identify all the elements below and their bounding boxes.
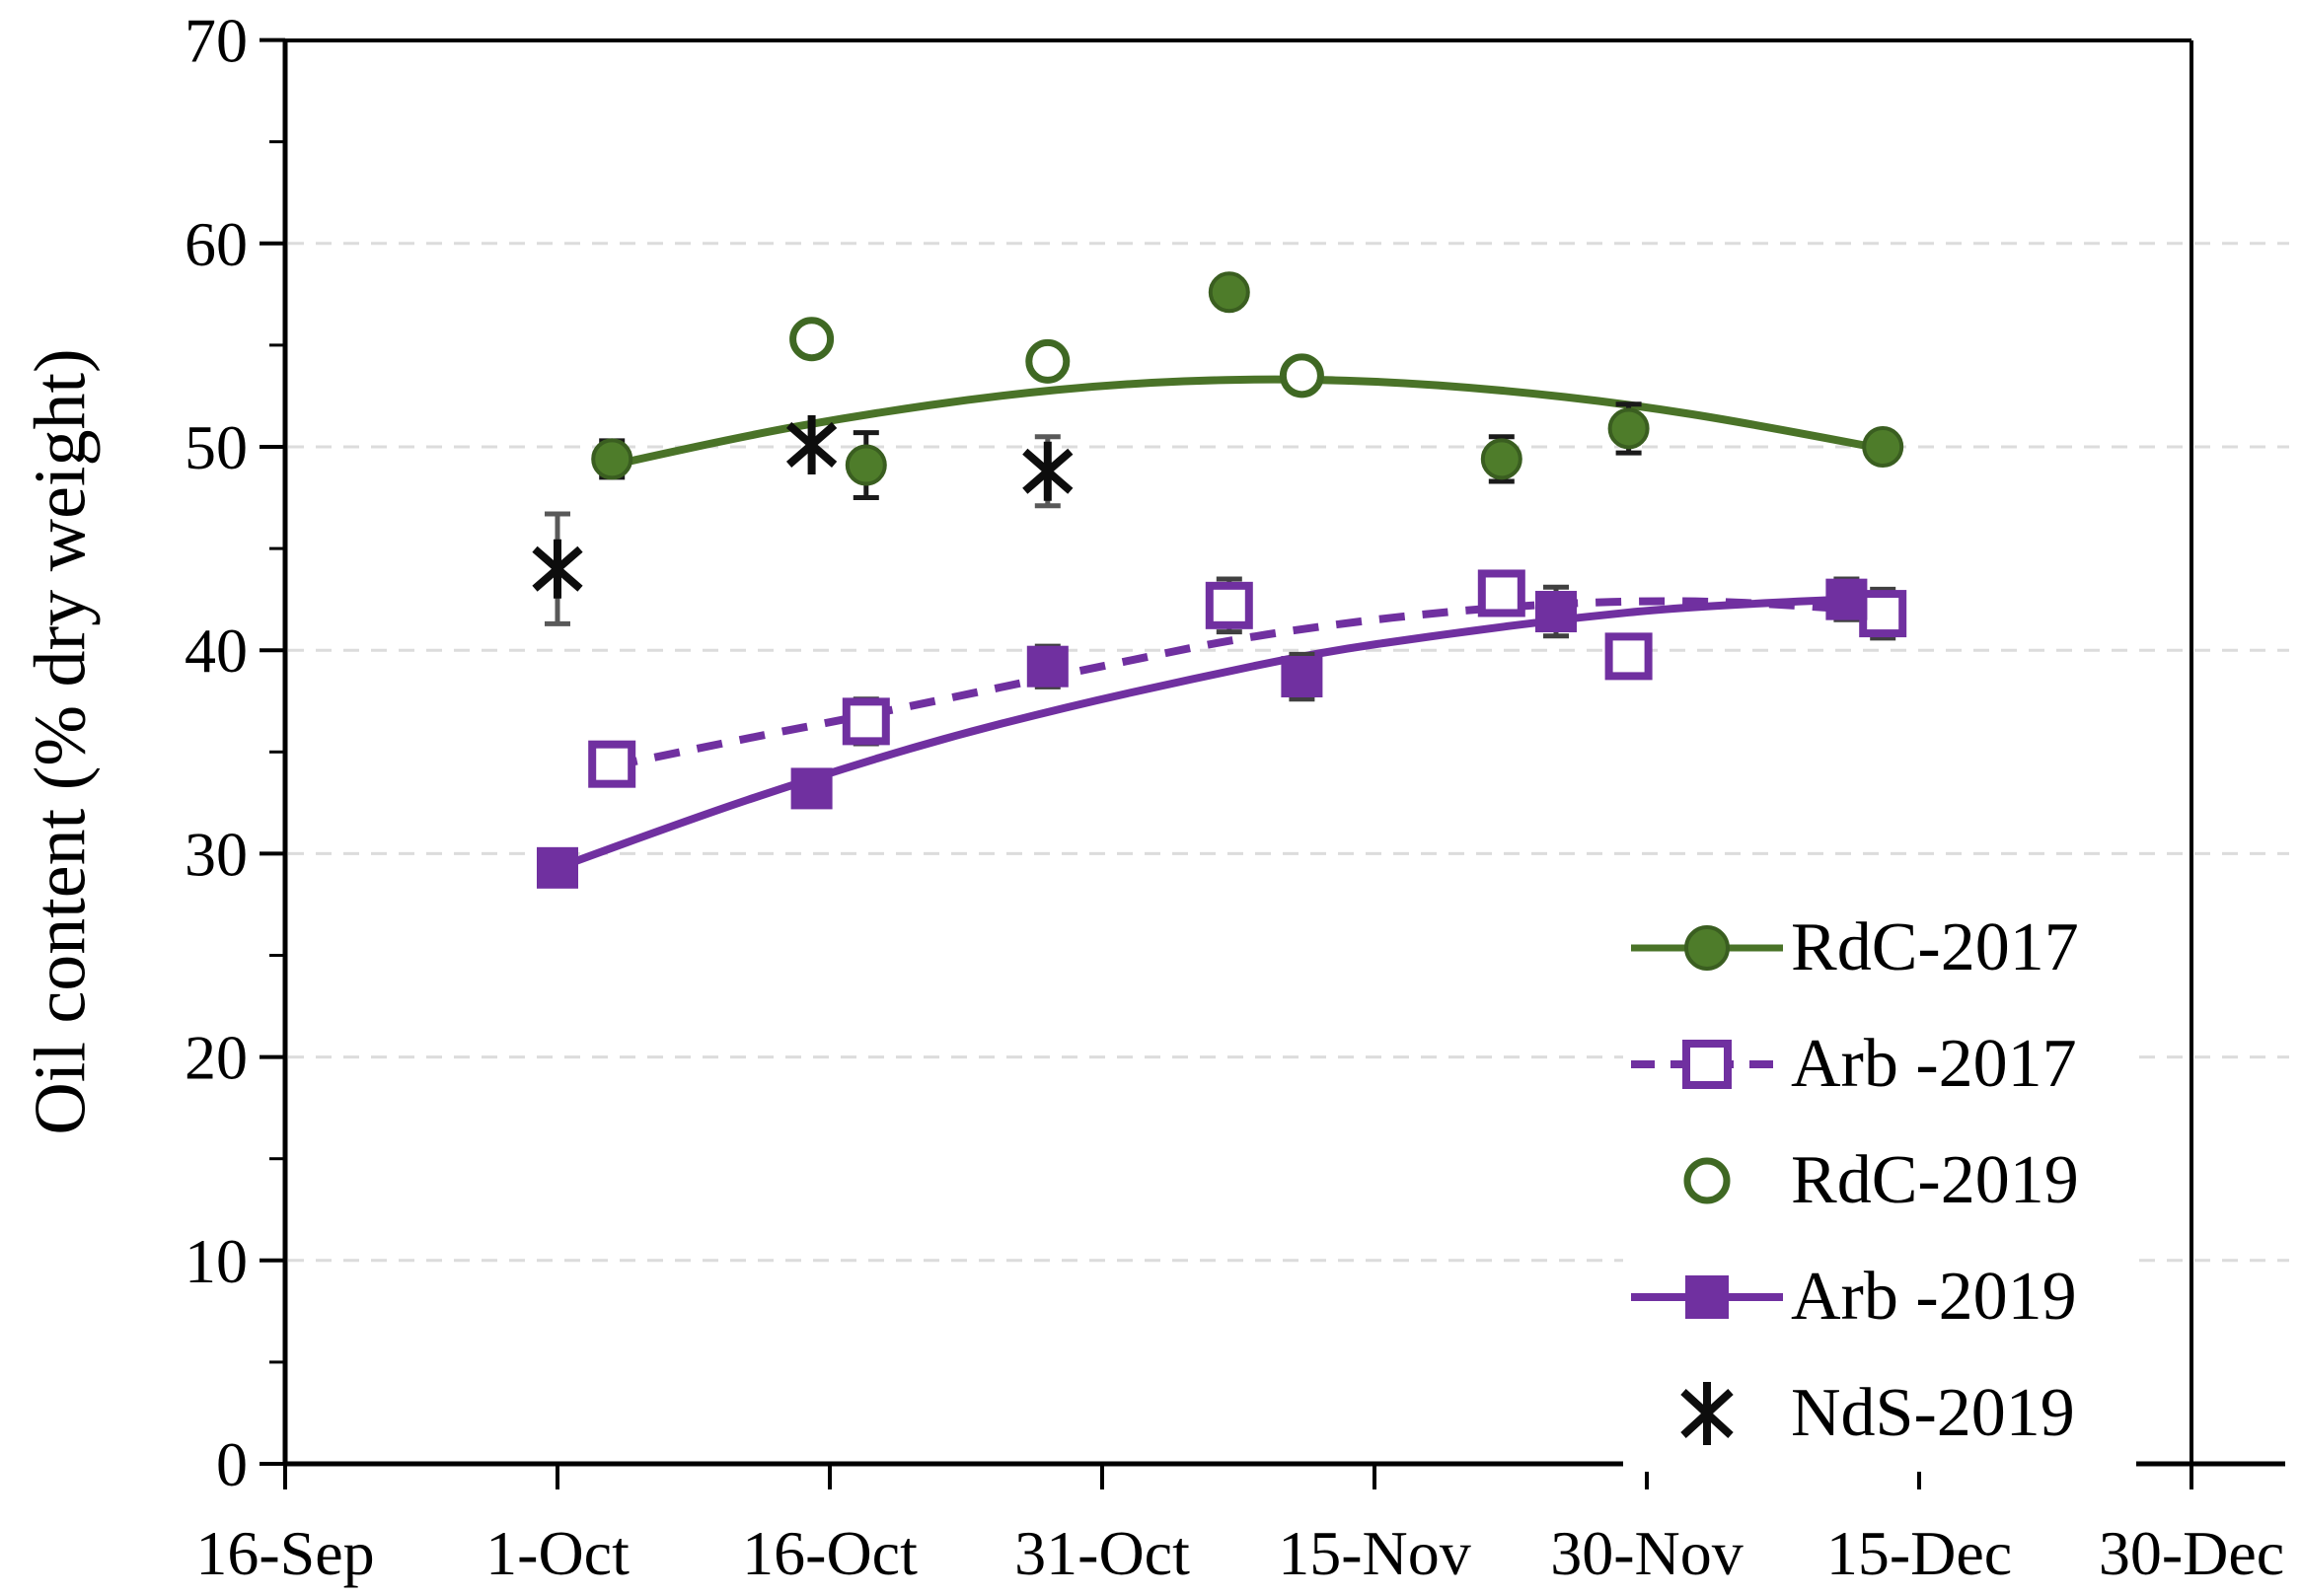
data-point-marker	[1859, 590, 1907, 638]
legend-label: Arb -2019	[1791, 1259, 2077, 1335]
data-point-marker	[785, 421, 838, 468]
series-Arb-2017	[588, 569, 1907, 788]
legend-label: Arb -2017	[1791, 1026, 2077, 1102]
data-point-marker	[1535, 591, 1577, 633]
data-point-marker	[1604, 632, 1653, 681]
legend-label: NdS-2019	[1791, 1375, 2075, 1451]
data-point-marker	[1022, 448, 1074, 494]
x-tick-label: 16-Sep	[195, 1518, 374, 1588]
data-point-marker	[1477, 569, 1525, 617]
filled-square-line-icon	[1631, 1275, 1783, 1319]
y-tick-label: 70	[185, 6, 248, 76]
y-tick-label: 20	[185, 1023, 248, 1093]
data-point-marker	[1026, 645, 1069, 688]
legend-item-nds-2019: NdS-2019	[1623, 1355, 2136, 1472]
x-tick-label: 30-Dec	[2099, 1518, 2284, 1588]
data-point-marker	[537, 846, 578, 889]
x-tick-label: 15-Nov	[1278, 1518, 1471, 1588]
open-square-dash-icon	[1631, 1040, 1783, 1089]
legend-label: RdC-2019	[1791, 1142, 2079, 1218]
data-point-marker	[1205, 581, 1253, 629]
legend-item-rdc-2017: RdC-2017	[1623, 890, 2136, 1006]
data-point-marker	[1825, 578, 1868, 620]
y-tick-label: 10	[185, 1226, 248, 1296]
x-tick-label: 31-Oct	[1014, 1518, 1190, 1588]
y-tick-label: 0	[216, 1429, 248, 1499]
trend-line	[611, 375, 1884, 470]
y-tick-label: 40	[185, 616, 248, 686]
data-point-marker	[842, 697, 890, 746]
data-point-marker	[790, 767, 833, 810]
y-axis-title: Oil content (% dry weight)	[20, 348, 102, 1135]
filled-circle-line-icon	[1631, 925, 1783, 971]
legend-item-arb-2017: Arb -2017	[1623, 1006, 2136, 1123]
data-point-marker	[1279, 353, 1324, 399]
data-point-marker	[845, 444, 887, 486]
series-RdC-2019	[789, 317, 1324, 399]
data-point-marker	[1862, 426, 1904, 468]
trend-line	[556, 595, 1847, 872]
legend-item-arb-2019: Arb -2019	[1623, 1239, 2136, 1355]
x-tick-label: 30-Nov	[1550, 1518, 1744, 1588]
data-point-marker	[1480, 438, 1522, 480]
series-Arb-2019	[537, 576, 1868, 889]
y-tick-label: 50	[185, 412, 248, 482]
data-point-marker	[1025, 338, 1071, 384]
legend-item-rdc-2019: RdC-2019	[1623, 1123, 2136, 1239]
asterisk-icon	[1680, 1382, 1734, 1445]
legend-label: RdC-2017	[1791, 909, 2079, 985]
y-tick-label: 30	[185, 819, 248, 889]
data-point-marker	[532, 545, 583, 592]
x-tick-label: 16-Oct	[742, 1518, 918, 1588]
y-tick-label: 60	[185, 209, 248, 279]
x-tick-label: 15-Dec	[1826, 1518, 2012, 1588]
data-point-marker	[789, 317, 835, 362]
data-point-marker	[588, 740, 636, 788]
series-NdS-2019	[532, 414, 1074, 626]
series-RdC-2017	[591, 271, 1904, 501]
legend: RdC-2017 Arb -2017 RdC-2019 Arb -2019	[1623, 890, 2136, 1472]
x-tick-label: 1-Oct	[485, 1518, 630, 1588]
trend-line	[611, 597, 1884, 770]
data-point-marker	[1208, 271, 1250, 314]
open-circle-icon	[1683, 1157, 1731, 1204]
data-point-marker	[1281, 656, 1323, 698]
data-point-marker	[591, 438, 633, 480]
data-point-marker	[1607, 407, 1650, 450]
